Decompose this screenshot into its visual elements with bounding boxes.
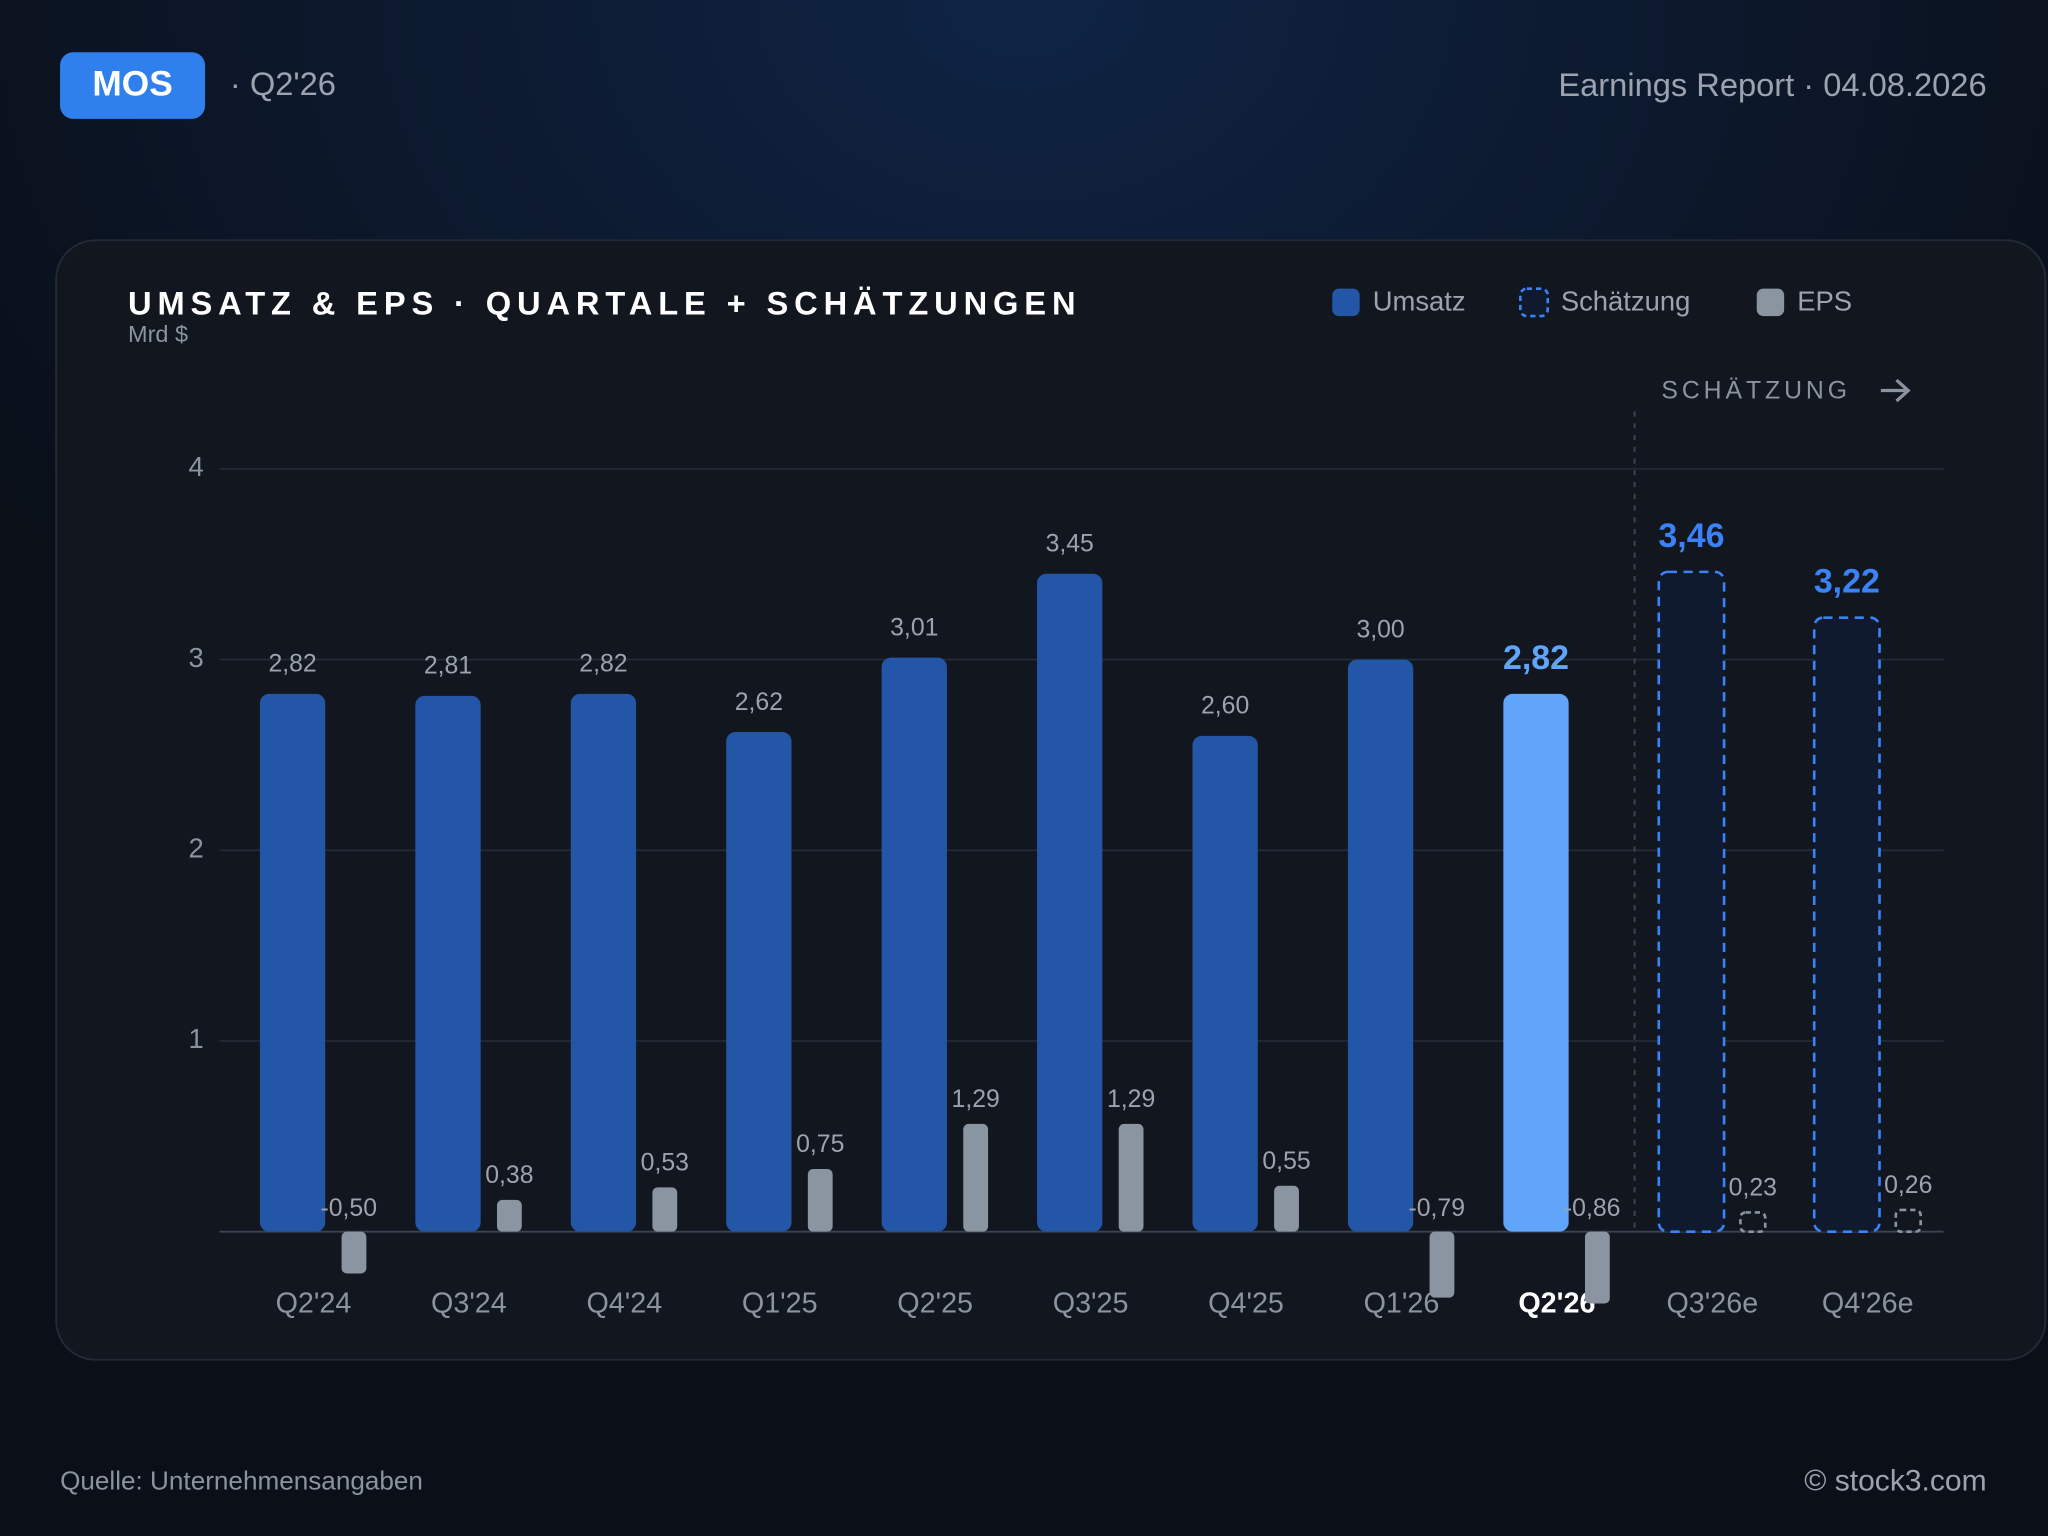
legend-swatch (1519, 287, 1550, 318)
revenue-bar (1503, 693, 1569, 1232)
x-tick-label: Q3'26e (1666, 1287, 1758, 1319)
value-label: 3,22 (1814, 563, 1880, 601)
revenue-bar (1037, 573, 1103, 1232)
x-tick-label: Q2'25 (897, 1287, 973, 1319)
x-tick-label: Q3'24 (431, 1287, 507, 1319)
revenue-bar (1192, 735, 1258, 1232)
value-label: 2,60 (1201, 693, 1249, 720)
revenue-bar (259, 693, 326, 1232)
report-date: Earnings Report · 04.08.2026 (1558, 66, 1986, 103)
eps-label: 1,29 (952, 1086, 1000, 1113)
eps-bar (1739, 1211, 1767, 1233)
eps-label: 0,53 (641, 1149, 689, 1176)
legend-label: EPS (1797, 285, 1852, 316)
eps-bar (1118, 1123, 1144, 1232)
source: Quelle: Unternehmensangaben (60, 1465, 423, 1495)
revenue-bar (570, 693, 637, 1232)
legend-swatch (1332, 288, 1360, 317)
x-tick-label: Q4'24 (586, 1287, 662, 1319)
eps-bar (963, 1123, 989, 1232)
value-label: 3,00 (1356, 616, 1404, 643)
legend-label: Schätzung (1561, 285, 1691, 316)
revenue-bar (1347, 659, 1414, 1232)
y-tick-label: 3 (189, 642, 204, 673)
eps-label: 1,29 (1107, 1086, 1155, 1113)
value-label: 2,82 (1503, 639, 1569, 677)
eps-bar (807, 1169, 833, 1232)
eps-bar (652, 1187, 678, 1232)
value-label: 2,62 (735, 689, 783, 716)
x-tick-label: Q1'26 (1364, 1287, 1440, 1319)
y-tick-label: 2 (189, 833, 204, 864)
x-tick-label: Q3'25 (1053, 1287, 1129, 1319)
eps-label: 0,26 (1884, 1172, 1932, 1199)
legend-swatch (1756, 288, 1785, 317)
value-label: 3,46 (1658, 517, 1724, 555)
legend-label: Umsatz (1373, 285, 1466, 316)
eps-label: 0,75 (796, 1131, 844, 1158)
eps-label: -0,79 (1408, 1195, 1465, 1222)
plot: 1 2 3 4 Umsatz Schätzung EPS Q2'24 2,82 -0,50 Q3'2… (189, 285, 1944, 1319)
x-tick-label: Q2'26 (1518, 1287, 1595, 1319)
estimate-annotation: SCHÄTZUNG (1661, 377, 1851, 404)
eps-label: 0,55 (1262, 1148, 1310, 1175)
value-label: 2,82 (579, 651, 627, 678)
arrow-icon (1880, 378, 1911, 403)
revenue-bar (881, 657, 947, 1232)
value-label: 2,81 (424, 653, 472, 680)
y-tick-label: 1 (189, 1023, 204, 1054)
x-tick-label: Q4'25 (1208, 1287, 1284, 1319)
eps-bar (1584, 1231, 1610, 1304)
period: · Q2'26 (230, 65, 336, 102)
eps-bar (1274, 1185, 1299, 1232)
eps-bar (1894, 1208, 1922, 1233)
copyright: © stock3.com (1804, 1464, 1986, 1497)
x-tick-label: Q4'26e (1822, 1287, 1914, 1319)
x-tick-label: Q1'25 (742, 1287, 818, 1319)
eps-bar (341, 1231, 367, 1274)
y-tick-label: 4 (189, 451, 204, 482)
eps-label: 0,38 (485, 1162, 533, 1189)
ticker: MOS (92, 65, 172, 104)
value-label: 2,82 (268, 651, 316, 678)
ticker-badge (60, 52, 206, 119)
eps-bar (496, 1199, 522, 1232)
value-label: 3,01 (890, 614, 938, 641)
eps-bar (1429, 1231, 1455, 1298)
y-axis-unit: Mrd $ (128, 321, 188, 347)
revenue-bar (415, 695, 481, 1232)
eps-label: 0,23 (1729, 1174, 1777, 1201)
value-label: 3,45 (1046, 531, 1094, 558)
x-tick-label: Q2'24 (276, 1287, 352, 1319)
eps-label: -0,50 (320, 1195, 377, 1222)
revenue-bar (726, 732, 792, 1232)
estimate-bar (1812, 616, 1881, 1233)
estimate-bar (1657, 570, 1726, 1233)
eps-label: -0,86 (1564, 1195, 1621, 1222)
chart-title: UMSATZ & EPS · QUARTALE + SCHÄTZUNGEN (128, 284, 1081, 321)
